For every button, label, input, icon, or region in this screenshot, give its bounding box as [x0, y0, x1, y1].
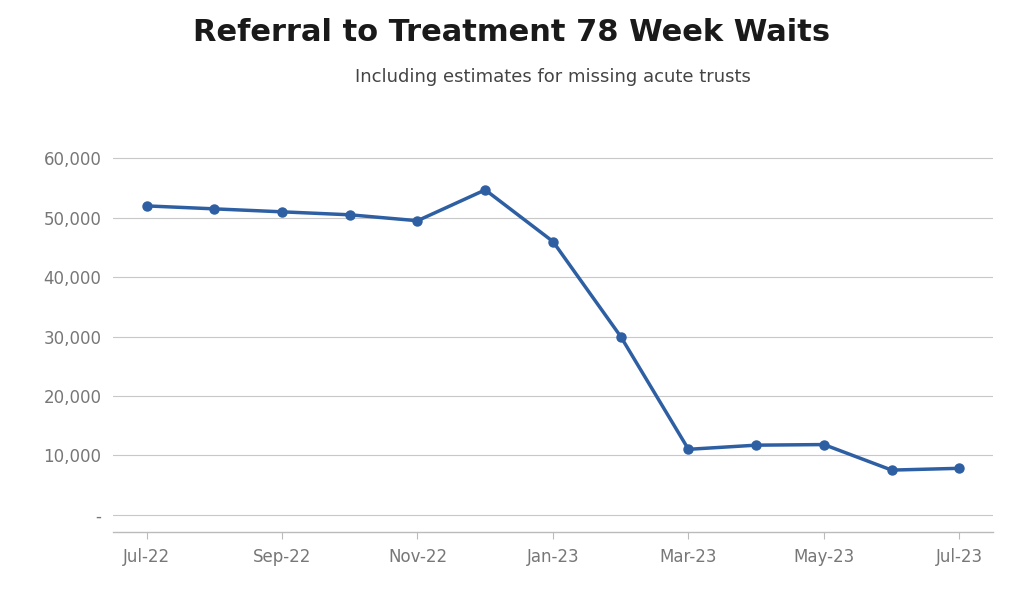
Text: Referral to Treatment 78 Week Waits: Referral to Treatment 78 Week Waits	[194, 18, 830, 47]
Title: Including estimates for missing acute trusts: Including estimates for missing acute tr…	[355, 68, 751, 86]
